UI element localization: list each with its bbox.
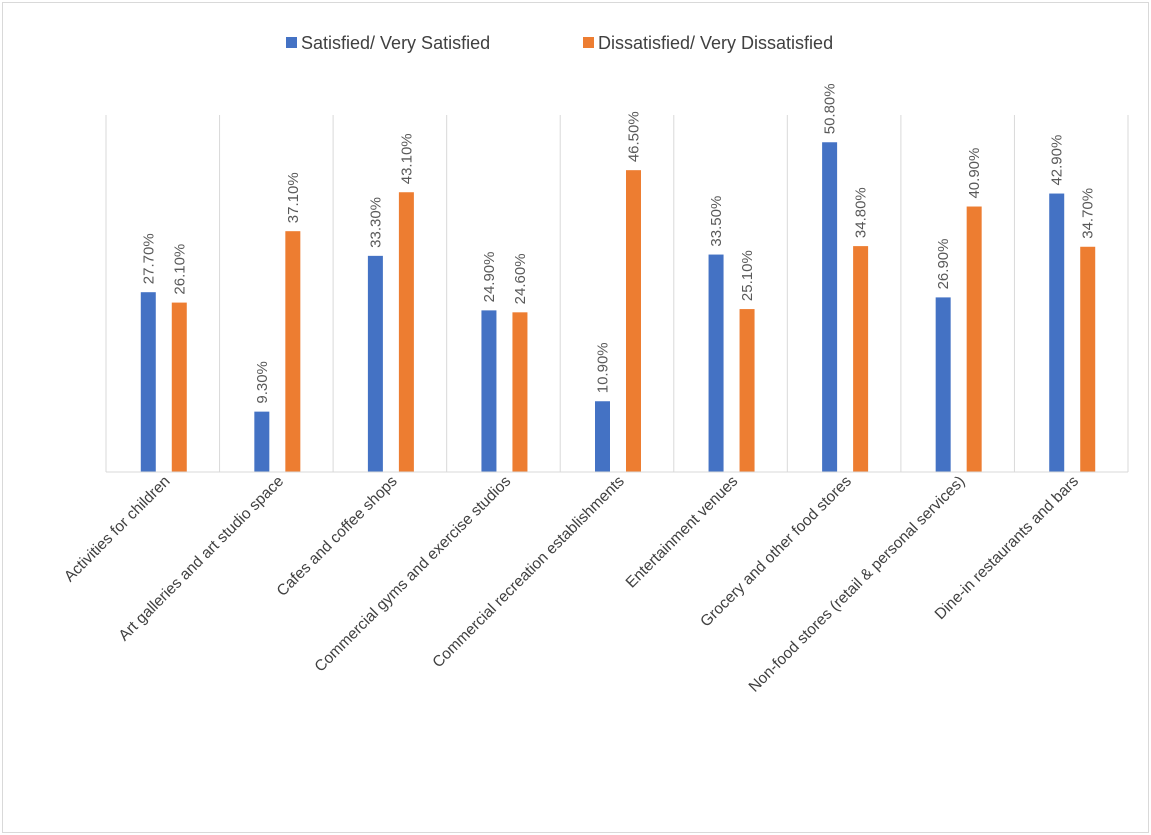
bar-dissatisfied: [398, 192, 414, 472]
bar-dissatisfied: [171, 302, 187, 472]
bar-dissatisfied: [1080, 246, 1096, 472]
category-label: Commercial recreation establishments: [429, 473, 628, 672]
bar-dissatisfied: [285, 231, 301, 472]
data-label: 25.10%: [739, 250, 756, 301]
bar-satisfied: [481, 310, 497, 472]
legend-label-satisfied: Satisfied/ Very Satisfied: [301, 33, 490, 53]
data-label: 34.70%: [1080, 188, 1097, 239]
data-label: 10.90%: [595, 342, 612, 393]
bar-satisfied: [935, 297, 951, 472]
data-labels: 27.70% 26.10% 9.30% 37.10% 33.30% 43.10% 24.90…: [140, 83, 1096, 403]
bar-dissatisfied: [853, 246, 869, 472]
data-label: 27.70%: [140, 233, 157, 284]
legend: Satisfied/ Very Satisfied Dissatisfied/ …: [286, 33, 833, 53]
legend-label-dissatisfied: Dissatisfied/ Very Dissatisfied: [598, 33, 833, 53]
data-label: 40.90%: [966, 148, 983, 199]
data-label: 26.90%: [935, 239, 952, 290]
bars: [140, 142, 1096, 473]
bar-satisfied: [708, 254, 724, 472]
category-label: Activities for children: [61, 473, 174, 586]
category-gridlines: [105, 115, 1129, 472]
bar-satisfied: [1049, 193, 1065, 473]
data-label: 24.60%: [512, 253, 529, 304]
category-label: Entertainment venues: [623, 473, 742, 592]
bar-dissatisfied: [739, 309, 755, 472]
bar-dissatisfied: [966, 206, 982, 472]
category-label: Commercial gyms and exercise studios: [312, 473, 515, 676]
bar-satisfied: [254, 411, 270, 472]
data-label: 9.30%: [254, 361, 271, 404]
data-label: 26.10%: [171, 244, 188, 295]
data-label: 43.10%: [398, 133, 415, 184]
bar-dissatisfied: [512, 312, 528, 472]
bar-satisfied: [595, 401, 610, 472]
data-label: 42.90%: [1049, 135, 1066, 186]
category-label: Non-food stores (retail & personal servi…: [746, 473, 969, 696]
bar-dissatisfied: [626, 170, 641, 472]
bar-satisfied: [367, 255, 383, 472]
legend-swatch-dissatisfied: [583, 37, 594, 48]
legend-swatch-satisfied: [286, 37, 297, 48]
bar-satisfied: [822, 142, 838, 472]
data-label: 37.10%: [285, 172, 302, 223]
category-label: Cafes and coffee shops: [274, 473, 401, 600]
data-label: 50.80%: [822, 83, 839, 134]
data-label: 33.30%: [367, 197, 384, 248]
data-label: 46.50%: [626, 111, 643, 162]
data-label: 34.80%: [853, 187, 870, 238]
data-label: 24.90%: [481, 252, 498, 303]
data-label: 33.50%: [708, 196, 725, 247]
bar-satisfied: [140, 292, 156, 472]
